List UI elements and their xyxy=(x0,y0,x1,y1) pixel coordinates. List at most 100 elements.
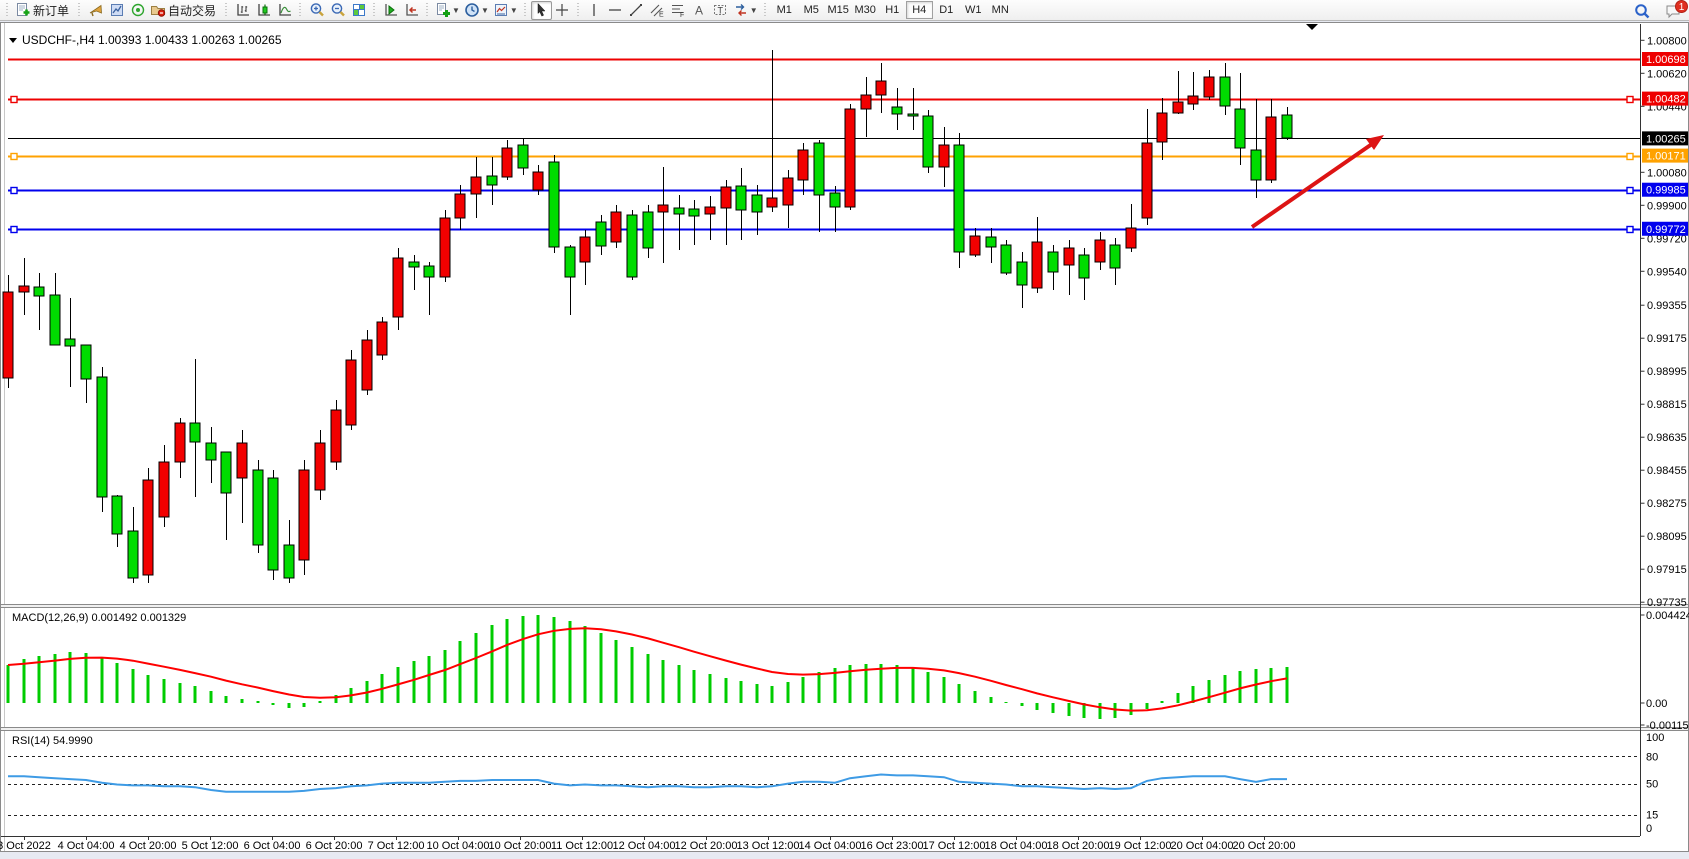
candle-body xyxy=(704,206,716,215)
rsi-panel[interactable]: RSI(14) 54.9990 100 80 50 15 0 xyxy=(8,732,1664,835)
chart-page-glyph xyxy=(110,4,123,16)
trendline-button[interactable] xyxy=(626,1,647,20)
signals-icon[interactable] xyxy=(127,1,148,20)
candle-body xyxy=(1000,244,1012,274)
trend-glyph xyxy=(630,4,643,16)
templates-button[interactable]: ▼ xyxy=(491,1,520,20)
zoom-out-button[interactable] xyxy=(327,1,348,20)
autotrading-button[interactable]: 自动交易 xyxy=(148,1,221,20)
macd-bar xyxy=(957,684,961,703)
arrows-button[interactable]: ▼ xyxy=(731,1,760,20)
candle-body xyxy=(1078,254,1090,279)
text-label-button[interactable]: T xyxy=(710,1,731,20)
macd-bar xyxy=(37,656,41,703)
timeframe-mn-button[interactable]: MN xyxy=(991,4,1009,16)
line-handle[interactable] xyxy=(1626,186,1634,195)
line-handle[interactable] xyxy=(10,186,18,195)
fibonacci-button[interactable]: F xyxy=(668,1,689,20)
line-handle[interactable] xyxy=(1626,152,1634,161)
macd-bar xyxy=(1082,703,1086,718)
indicators-button[interactable]: ▼ xyxy=(433,1,462,20)
price-tick-label: 0.97735 xyxy=(1647,597,1687,609)
bar-chart-type-button[interactable] xyxy=(232,1,253,20)
macd-bar xyxy=(739,681,743,703)
price-badge-label: 1.00482 xyxy=(1646,94,1686,106)
candle-body xyxy=(766,197,778,208)
candle-body xyxy=(1141,142,1153,219)
timeframe-m15-button[interactable]: M15 xyxy=(827,4,849,16)
candle-body xyxy=(688,208,700,217)
timeframe-m5-button[interactable]: M5 xyxy=(803,4,819,16)
horizontal-line-button[interactable] xyxy=(605,1,626,20)
main-price-panel[interactable] xyxy=(2,50,1640,583)
candle-body xyxy=(1172,101,1184,114)
candle-body xyxy=(252,469,264,546)
metaeditor-icon[interactable] xyxy=(85,1,106,20)
symbol-dropdown-icon[interactable] xyxy=(9,38,17,43)
timeframe-m1-button[interactable]: M1 xyxy=(776,4,792,16)
price-tick-label: 0.98815 xyxy=(1647,399,1687,411)
panel-separator[interactable] xyxy=(1,604,1688,608)
text-button[interactable]: A xyxy=(689,1,710,20)
new-chart-icon[interactable] xyxy=(106,1,127,20)
candle-body xyxy=(142,479,154,576)
line-handle[interactable] xyxy=(1626,225,1634,234)
line-handle[interactable] xyxy=(10,95,18,104)
search-button[interactable] xyxy=(1631,1,1652,20)
line-handle[interactable] xyxy=(10,225,18,234)
macd-bar xyxy=(240,699,244,703)
candle-body xyxy=(127,530,139,579)
macd-bar xyxy=(1238,671,1242,703)
price-tick-label: 0.99900 xyxy=(1647,200,1687,212)
time-axis[interactable]: 3 Oct 2022 4 Oct 04:00 4 Oct 20:00 5 Oct 12… xyxy=(0,837,1296,852)
time-tick-label: 12 Oct 04:00 xyxy=(613,840,676,852)
candlestick-chart-type-button[interactable] xyxy=(253,1,274,20)
line-handle[interactable] xyxy=(10,152,18,161)
svg-text:E: E xyxy=(659,12,664,19)
candle-body xyxy=(626,214,638,278)
toolbar-group-separator xyxy=(76,2,84,18)
macd-bar xyxy=(474,633,478,703)
timeframe-h1-button[interactable]: H1 xyxy=(885,4,900,16)
vertical-line-button[interactable] xyxy=(584,1,605,20)
macd-bar xyxy=(1191,686,1195,703)
price-badge xyxy=(1642,148,1688,163)
crosshair-button[interactable] xyxy=(552,1,573,20)
zoom-in-button[interactable] xyxy=(306,1,327,20)
autotrading-button-label: 自动交易 xyxy=(168,3,217,18)
trend-arrow-annotation[interactable] xyxy=(1250,142,1374,229)
chart-shift-button[interactable] xyxy=(401,1,422,20)
macd-tick-label: 0.004424 xyxy=(1646,610,1689,622)
candle-body xyxy=(345,359,357,426)
equidistant-channel-button[interactable]: E xyxy=(647,1,668,20)
tile-windows-button[interactable] xyxy=(348,1,369,20)
candle-body xyxy=(1281,114,1293,139)
auto-scroll-button[interactable] xyxy=(380,1,401,20)
ind-plus-glyph xyxy=(437,3,451,17)
macd-bar xyxy=(911,668,915,703)
rsi-tick-label: 100 xyxy=(1646,732,1664,744)
timeframe-m30-button[interactable]: M30 xyxy=(854,4,876,16)
line-handle[interactable] xyxy=(1626,95,1634,104)
autoscroll-glyph xyxy=(384,4,397,16)
timeframe-h4-button[interactable]: H4 xyxy=(905,1,933,19)
candle-body xyxy=(376,321,388,356)
timeframe-w1-button[interactable]: W1 xyxy=(964,4,982,16)
macd-panel[interactable]: MACD(12,26,9) 0.001492 0.001329 0.004424 0… xyxy=(6,610,1689,732)
timeframe-d1-button[interactable]: D1 xyxy=(939,4,954,16)
price-axis[interactable]: 1.008001.006201.004401.000800.999000.997… xyxy=(1640,35,1689,609)
panel-separator[interactable] xyxy=(1,727,1688,731)
macd-bar xyxy=(427,656,431,703)
macd-tick-label: 0.00 xyxy=(1646,698,1667,710)
macd-bar xyxy=(53,654,57,703)
notifications-button[interactable]: 1 xyxy=(1662,0,1688,20)
new-order-button[interactable]: 新订单 xyxy=(13,1,74,20)
svg-text:A: A xyxy=(695,4,703,18)
macd-bar xyxy=(989,697,993,703)
cursor-button[interactable] xyxy=(530,0,552,20)
macd-bar xyxy=(84,653,88,703)
candle-body xyxy=(1234,108,1246,149)
line-chart-type-button[interactable] xyxy=(274,1,295,20)
periods-button[interactable]: ▼ xyxy=(462,1,491,20)
